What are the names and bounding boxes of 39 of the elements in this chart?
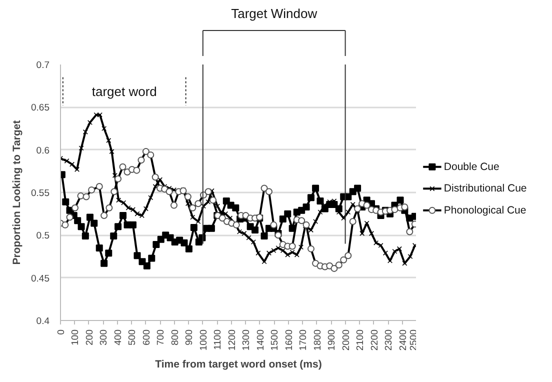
x-tick-label: 1400	[255, 329, 266, 351]
x-tick-label: 600	[141, 329, 152, 346]
y-tick-label: 0.7	[36, 60, 50, 71]
x-tick-label: 400	[112, 329, 124, 346]
x-tick-label: 1000	[198, 329, 210, 351]
text: Target Window	[231, 6, 318, 22]
x-tick-label: 2100	[355, 329, 366, 351]
legend-label: Distributional Cue	[444, 182, 527, 195]
x-tick-label: 200	[84, 329, 96, 346]
x-tick-label: 800	[170, 329, 181, 346]
y-tick-label: 0.5	[36, 230, 50, 242]
x-tick-label: 1200	[226, 329, 238, 351]
x-tick-label: 0	[56, 329, 67, 335]
x-tick-label: 2000	[340, 329, 352, 351]
x-tick-label: 2300	[384, 329, 395, 351]
x-tick-label: 900	[184, 329, 196, 346]
x-tick-label: 1900	[326, 329, 338, 351]
x-tick-label: 700	[156, 329, 167, 346]
x-tick-label: 1100	[212, 329, 224, 350]
y-axis-title: Proportion Looking to Target	[11, 120, 24, 265]
y-tick-label: 0.45	[31, 273, 50, 284]
x-tick-label: 1300	[241, 329, 252, 351]
x-tick-label: 300	[98, 329, 110, 346]
x-tick-label: 500	[127, 329, 138, 346]
y-tick-label: 0.6	[36, 145, 50, 156]
x-tick-label: 1600	[284, 329, 295, 351]
y-tick-label: 0.4	[36, 316, 50, 327]
x-axis-title: Time from target word onset (ms)	[155, 358, 322, 371]
x-tick-label: 2400	[398, 329, 409, 351]
x-tick-label: 1800	[312, 329, 324, 351]
x-tick-label: 100	[70, 329, 82, 346]
x-tick-label: 2200	[369, 329, 380, 351]
legend-label: Double Cue	[444, 160, 500, 173]
x-tick-label: 1500	[270, 329, 281, 351]
legend-label: Phonological Cue	[444, 204, 526, 216]
x-tick-label: 1700	[298, 329, 310, 351]
y-tick-label: 0.55	[31, 188, 50, 199]
annotation: target word	[92, 84, 157, 99]
y-tick-label: 0.65	[31, 102, 50, 114]
